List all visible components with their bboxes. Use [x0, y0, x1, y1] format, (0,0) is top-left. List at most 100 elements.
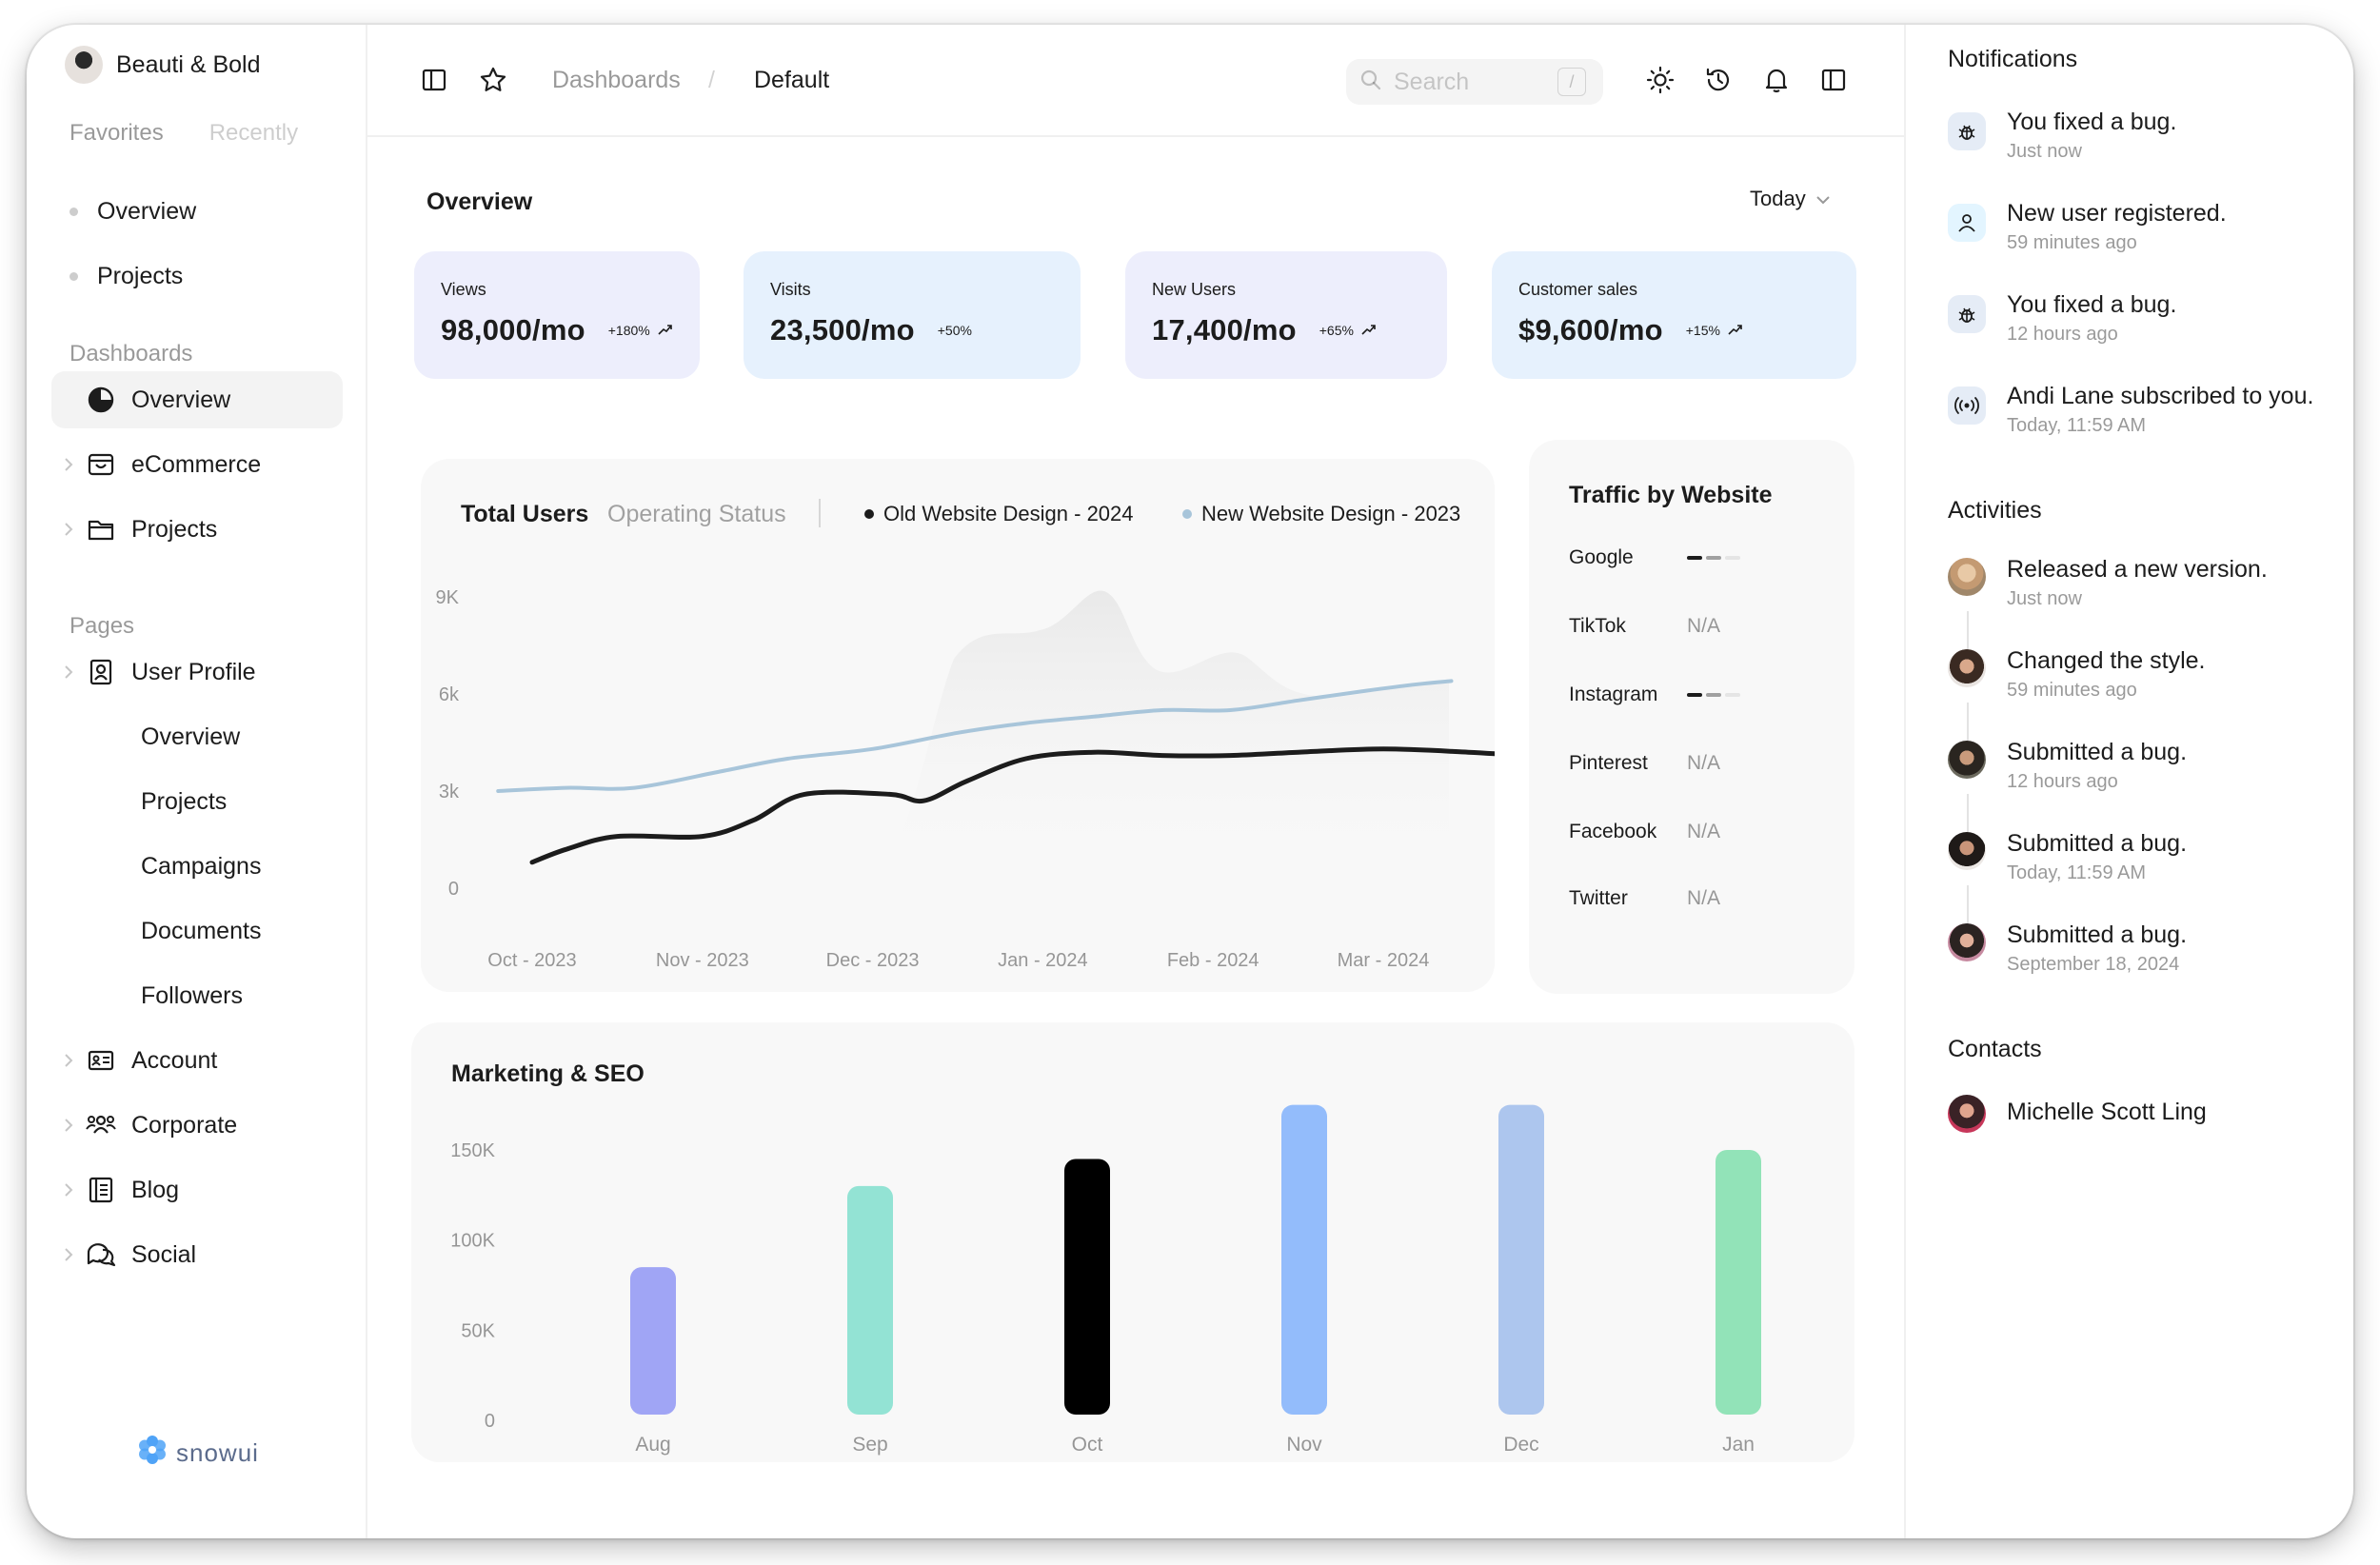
breadcrumb-dashboards[interactable]: Dashboards: [552, 67, 681, 93]
x-tick-label: Dec: [1503, 1434, 1538, 1456]
activity-item[interactable]: Changed the style. 59 minutes ago: [1948, 647, 2348, 714]
contact-item[interactable]: Michelle Scott Ling: [1948, 1093, 2348, 1159]
trend-up-icon: [658, 323, 673, 338]
sidebar-subitem-documents[interactable]: Documents: [141, 917, 262, 944]
tab-recently[interactable]: Recently: [208, 120, 299, 146]
user-icon: [1948, 204, 1986, 242]
chevron-right-icon[interactable]: [51, 457, 86, 472]
chevron-right-icon[interactable]: [51, 1182, 86, 1198]
sidebar-subitem-followers[interactable]: Followers: [141, 981, 243, 1009]
notification-item[interactable]: You fixed a bug. 12 hours ago: [1948, 291, 2348, 358]
y-tick-label: 100K: [450, 1231, 495, 1252]
timeline-line: [1967, 703, 1969, 741]
stat-card[interactable]: Views 98,000/mo +180%: [414, 251, 700, 379]
avatar: [1948, 832, 1986, 870]
stat-card[interactable]: New Users 17,400/mo +65%: [1125, 251, 1447, 379]
sidebar-toggle-icon[interactable]: [417, 63, 451, 97]
marketing-title: Marketing & SEO: [451, 1060, 645, 1087]
brand-avatar: [65, 46, 103, 84]
section-title-dashboards: Dashboards: [69, 341, 193, 366]
bar-jan[interactable]: [1716, 1150, 1761, 1415]
total-users-line-chart: 0 3k 6k 9K Oct - 2023 Nov - 2023 Dec - 2023 Jan…: [436, 587, 1495, 971]
sidebar-item-label: Overview: [131, 386, 231, 413]
activity-text: Submitted a bug.: [2007, 830, 2188, 857]
stat-change: +180%: [608, 323, 673, 338]
date-range-label: Today: [1750, 187, 1806, 210]
avatar: [1948, 1095, 1986, 1133]
sidebar-item-projects[interactable]: Projects: [51, 501, 343, 558]
date-range-dropdown[interactable]: Today: [1750, 187, 1831, 211]
sidebar-item-label: Social: [131, 1240, 197, 1268]
bar-sep[interactable]: [847, 1185, 893, 1415]
operating-status-tab[interactable]: Operating Status: [607, 501, 786, 527]
legend-new-design: New Website Design - 2023: [1182, 502, 1460, 526]
sidebar-item-label: Account: [131, 1046, 218, 1074]
y-tick-label: 0: [448, 879, 459, 900]
right-panel-toggle-icon[interactable]: [1816, 63, 1851, 97]
chevron-right-icon[interactable]: [51, 522, 86, 537]
bar-aug[interactable]: [630, 1267, 676, 1415]
breadcrumb-default[interactable]: Default: [754, 67, 830, 93]
x-tick-label: Nov - 2023: [656, 950, 749, 971]
legend-label: Old Website Design - 2024: [883, 502, 1134, 525]
notifications-title: Notifications: [1948, 46, 2078, 72]
sidebar-subitem-projects[interactable]: Projects: [141, 787, 228, 815]
stat-change: +65%: [1319, 323, 1377, 338]
bullet-dot: [69, 271, 78, 281]
activity-item[interactable]: Released a new version. Just now: [1948, 556, 2348, 623]
stat-card[interactable]: Customer sales $9,600/mo +15%: [1492, 251, 1856, 379]
search-input[interactable]: [1394, 68, 1546, 96]
brand[interactable]: Beauti & Bold: [65, 44, 261, 86]
chevron-right-icon[interactable]: [51, 1118, 86, 1133]
x-tick-label: Dec - 2023: [826, 950, 920, 971]
sidebar-item-social[interactable]: Social: [51, 1226, 343, 1283]
star-icon[interactable]: [476, 63, 510, 97]
total-users-tab[interactable]: Total Users: [461, 501, 589, 527]
sidebar-subitem-campaigns[interactable]: Campaigns: [141, 852, 262, 880]
search-shortcut-key: /: [1557, 68, 1586, 96]
activity-time: 59 minutes ago: [2007, 680, 2137, 701]
sun-icon[interactable]: [1643, 63, 1677, 97]
sidebar-item-label: Corporate: [131, 1111, 238, 1139]
chevron-right-icon[interactable]: [51, 1053, 86, 1068]
bar-nov[interactable]: [1281, 1104, 1327, 1415]
sidebar-item-user-profile[interactable]: User Profile: [51, 644, 343, 701]
legend-old-design: Old Website Design - 2024: [864, 502, 1134, 526]
right-panel: Notifications You fixed a bug. Just now …: [1904, 25, 2353, 1538]
sidebar-item-corporate[interactable]: Corporate: [51, 1097, 343, 1154]
sidebar-item-blog[interactable]: Blog: [51, 1161, 343, 1218]
notification-item[interactable]: New user registered. 59 minutes ago: [1948, 200, 2348, 267]
legend-label: New Website Design - 2023: [1201, 502, 1461, 525]
activity-item[interactable]: Submitted a bug. Today, 11:59 AM: [1948, 830, 2348, 897]
favorite-item-projects[interactable]: Projects: [69, 257, 183, 295]
favorite-label: Projects: [97, 262, 184, 289]
sidebar-item-overview[interactable]: Overview: [51, 371, 343, 428]
avatar: [1948, 741, 1986, 779]
sidebar-item-account[interactable]: Account: [51, 1032, 343, 1089]
background-area-shape: [878, 590, 1449, 887]
avatar: [1948, 923, 1986, 961]
bar-dec[interactable]: [1498, 1104, 1544, 1415]
notification-item[interactable]: Andi Lane subscribed to you. Today, 11:5…: [1948, 383, 2348, 449]
traffic-site-name: Instagram: [1569, 683, 1658, 705]
activity-item[interactable]: Submitted a bug. September 18, 2024: [1948, 921, 2348, 988]
users-icon: [86, 1110, 116, 1140]
history-icon[interactable]: [1701, 63, 1735, 97]
x-tick-label: Sep: [852, 1434, 887, 1456]
favorite-item-overview[interactable]: Overview: [69, 192, 196, 230]
trend-up-icon: [1728, 323, 1743, 338]
chevron-right-icon[interactable]: [51, 1247, 86, 1262]
activity-item[interactable]: Submitted a bug. 12 hours ago: [1948, 739, 2348, 805]
chevron-right-icon[interactable]: [51, 664, 86, 680]
search-box[interactable]: /: [1346, 59, 1603, 105]
stat-card[interactable]: Visits 23,500/mo +50%: [744, 251, 1081, 379]
notification-item[interactable]: You fixed a bug. Just now: [1948, 109, 2348, 175]
contacts-title: Contacts: [1948, 1036, 2042, 1062]
sidebar-item-ecommerce[interactable]: eCommerce: [51, 436, 343, 493]
sidebar-subitem-overview[interactable]: Overview: [141, 723, 241, 750]
y-tick-label: 9K: [436, 587, 460, 608]
bar-oct[interactable]: [1064, 1159, 1110, 1415]
tab-favorites[interactable]: Favorites: [69, 120, 164, 146]
tab-divider: [819, 499, 821, 527]
bell-icon[interactable]: [1759, 63, 1794, 97]
